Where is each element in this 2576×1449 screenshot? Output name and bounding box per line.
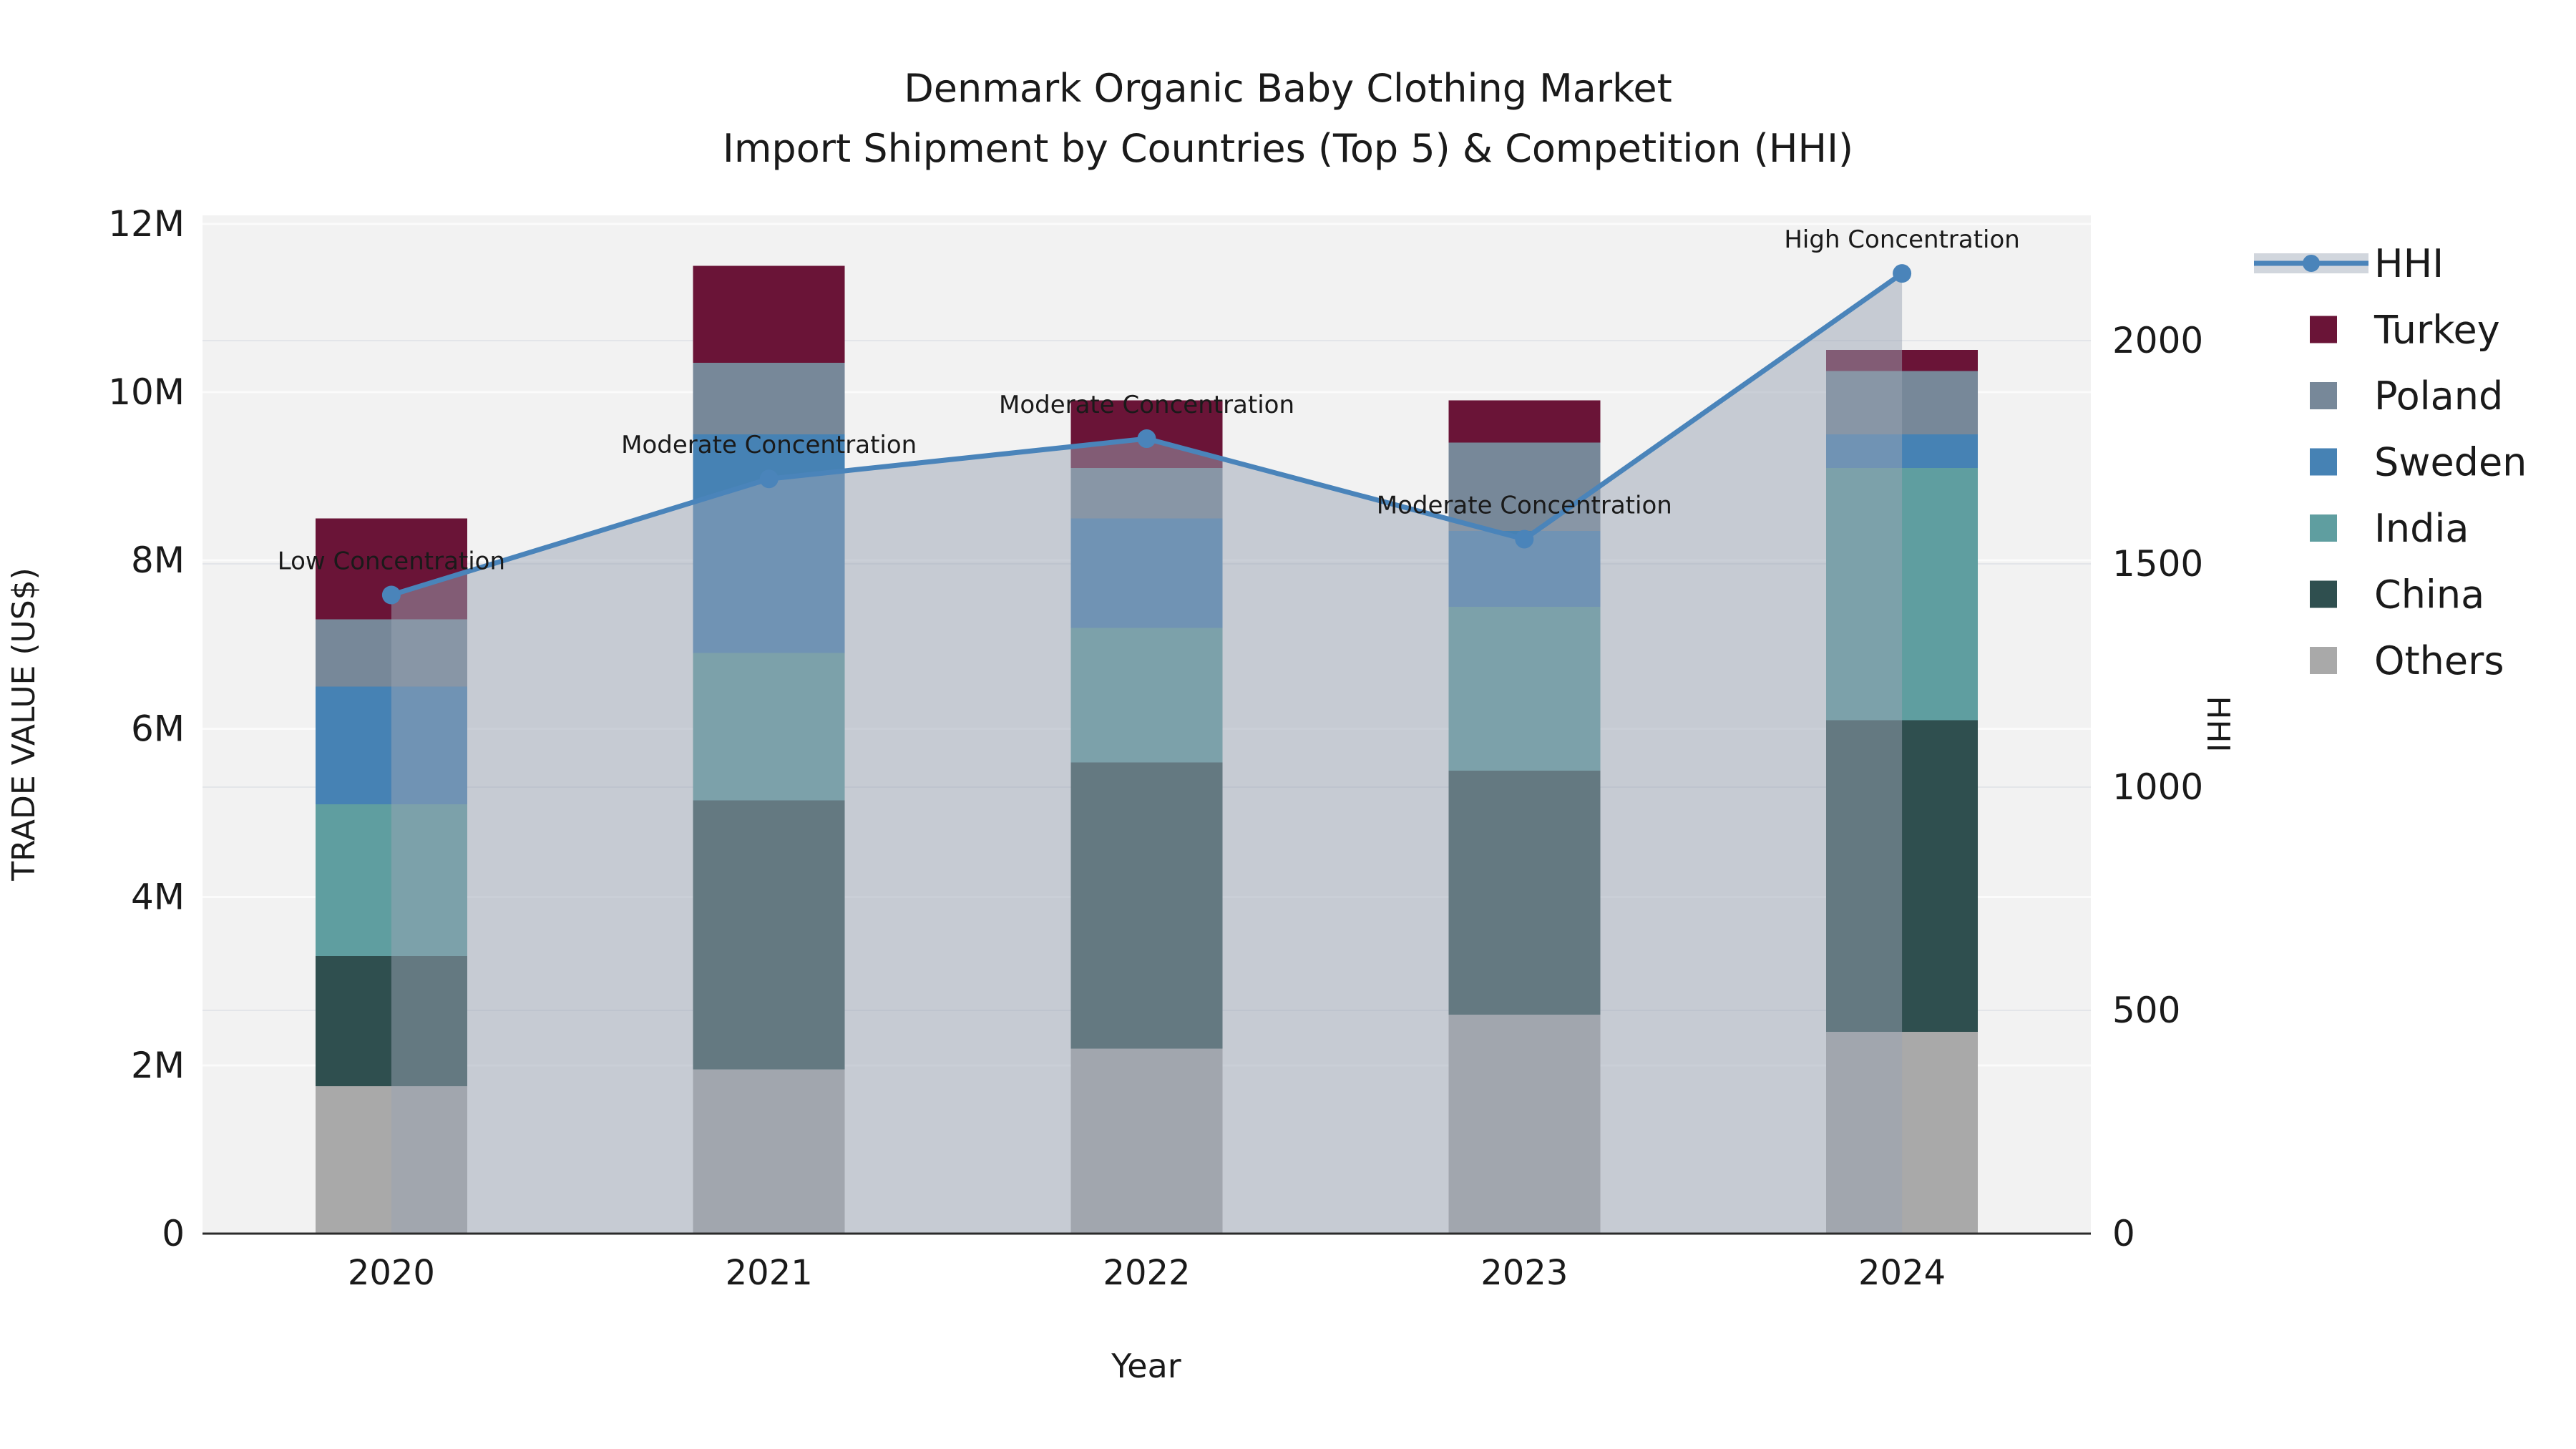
chart-title-line2: Import Shipment by Countries (Top 5) & C… [723,126,1853,171]
annotation-2021: Moderate Concentration [621,431,917,459]
annotation-2020: Low Concentration [278,547,505,576]
legend-item-others: Others [2310,638,2504,683]
y-left-tick-0: 0 [162,1213,185,1254]
legend-item-india: India [2310,506,2469,551]
legend-swatch-others [2310,647,2337,674]
y-right-tick-0: 0 [2112,1213,2135,1254]
y-left-tick-12M: 12M [108,203,185,245]
bar-segment-2023-turkey [1448,400,1601,443]
legend-label-sweden: Sweden [2374,440,2527,485]
y-right-tick-1500: 1500 [2112,543,2203,585]
x-tick-2022: 2022 [1103,1253,1190,1293]
bar-segment-2021-poland [693,362,845,434]
hhi-marker-2023 [1515,530,1534,549]
annotations: Low Concentration Moderate Concentration M… [278,225,2020,575]
x-tick-2024: 2024 [1858,1253,1946,1293]
y-right-tick-2000: 2000 [2112,320,2203,361]
y-left-tick-10M: 10M [108,371,185,413]
hhi-markers [381,264,1912,605]
chart-title-line1: Denmark Organic Baby Clothing Market [904,66,1672,111]
y-left-tick-6M: 6M [131,708,185,749]
legend-swatch-india [2310,514,2337,542]
y-axis-label-left: TRADE VALUE (US$) [6,567,42,882]
tick-labels: 0 2M 4M 6M 8M 10M 12M 0 500 1000 1500 2000 2020 2021 2… [108,203,2203,1293]
legend-item-hhi: HHI [2254,241,2444,286]
legend-item-turkey: Turkey [2310,308,2500,353]
hhi-marker-2020 [381,585,401,605]
legend-item-china: China [2310,572,2484,618]
annotation-2024: High Concentration [1784,225,2019,254]
legend-label-poland: Poland [2374,374,2503,419]
hhi-marker-2022 [1137,429,1156,449]
legend-hhi-marker [2303,255,2320,272]
legend-item-sweden: Sweden [2310,440,2527,485]
legend-item-poland: Poland [2310,374,2503,419]
y-right-tick-500: 500 [2112,990,2180,1031]
x-axis-label: Year [1111,1347,1181,1385]
legend-label-turkey: Turkey [2373,308,2500,353]
y-right-tick-1000: 1000 [2112,766,2203,808]
legend-swatch-sweden [2310,448,2337,476]
annotation-2022: Moderate Concentration [999,391,1294,419]
bar-segment-2021-turkey [693,265,845,363]
hhi-area [391,273,1903,1234]
x-tick-2021: 2021 [726,1253,813,1293]
legend-label-hhi: HHI [2374,241,2444,286]
hhi-marker-2024 [1893,264,1912,283]
y-axis-label-right: HHI [2200,696,2236,752]
legend-swatch-turkey [2310,316,2337,343]
x-tick-2020: 2020 [348,1253,435,1293]
hhi-area-fill [391,273,1903,1234]
y-left-tick-2M: 2M [131,1045,185,1086]
y-left-tick-8M: 8M [131,540,185,581]
legend: HHI Turkey Poland Sweden India China Others [2254,241,2527,683]
x-tick-2023: 2023 [1480,1253,1568,1293]
legend-label-india: India [2374,506,2469,551]
y-left-tick-4M: 4M [131,877,185,918]
annotation-2023: Moderate Concentration [1377,491,1672,519]
legend-swatch-china [2310,580,2337,608]
hhi-marker-2021 [759,469,779,489]
legend-swatch-poland [2310,382,2337,409]
legend-label-others: Others [2374,638,2504,683]
legend-label-china: China [2374,572,2484,618]
